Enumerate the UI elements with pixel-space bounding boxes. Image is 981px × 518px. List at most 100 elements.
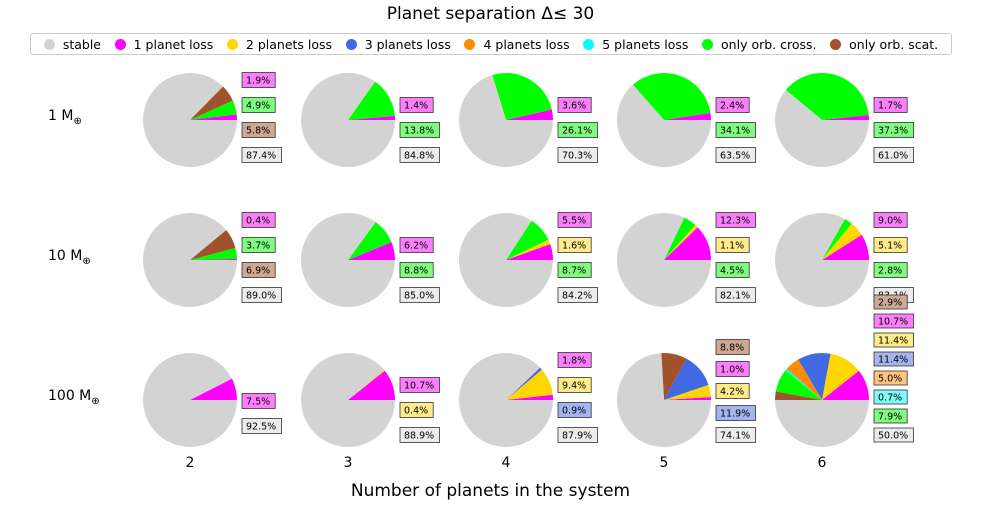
pie-slice-p1 <box>506 244 553 260</box>
value-label-box-stable <box>241 287 282 303</box>
value-label-p1: 1.0% <box>720 365 744 376</box>
pie-slice-stable <box>775 400 869 447</box>
value-label-p2: 0.4% <box>404 406 428 417</box>
value-label-box-cross <box>399 122 440 138</box>
value-label-box-scat <box>715 339 750 355</box>
pie-slice-stable <box>142 352 237 447</box>
legend-label-p4: 4 planets loss <box>483 36 570 52</box>
value-label-box-p1 <box>557 352 592 368</box>
legend-label-p5: 5 planets loss <box>602 36 689 52</box>
pie-slice-cross <box>348 81 395 120</box>
pie-slice-cross <box>492 72 552 120</box>
pie-slice-scat <box>190 230 236 260</box>
pie-0-4: 1.7% 37.3% 61.0% <box>775 73 914 168</box>
value-label-box-cross <box>873 408 908 424</box>
value-label-box-p2 <box>399 402 434 418</box>
legend-item-p1: 1 planet loss <box>114 37 213 52</box>
value-label-box-stable <box>715 287 756 303</box>
value-label-p1: 7.5% <box>246 397 270 408</box>
column-label-4: 4 <box>501 455 511 471</box>
pie-slice-p1 <box>822 114 869 120</box>
value-label-cross: 8.7% <box>562 266 586 277</box>
legend-item-p2: 2 planets loss <box>226 36 333 52</box>
pie-slice-stable <box>617 212 711 307</box>
pie-0-3: 2.4% 34.1% 63.5% <box>616 72 756 167</box>
legend-item-p4: 4 planets loss <box>464 36 570 52</box>
value-label-stable: 92.5% <box>246 422 276 433</box>
column-label-2: 2 <box>185 455 195 471</box>
value-label-box-stable <box>241 147 282 163</box>
pie-slice-p3 <box>506 367 542 400</box>
pie-slice-stable <box>142 213 237 308</box>
value-label-stable: 89.0% <box>246 291 276 302</box>
pie-slice-p2 <box>822 353 859 400</box>
value-label-box-p2 <box>873 332 914 348</box>
row-label-100: 100 M⊕ <box>48 388 100 407</box>
value-label-box-p1 <box>241 72 276 88</box>
legend-item-stable: stable <box>43 37 101 52</box>
value-label-box-cross <box>241 237 276 253</box>
pie-slice-p2 <box>822 223 862 260</box>
pie-slice-p4 <box>786 359 822 400</box>
pie-slice-stable <box>300 213 395 308</box>
value-label-box-p1 <box>873 97 908 113</box>
value-label-stable: 84.2% <box>562 291 592 302</box>
value-label-box-p1 <box>873 313 914 329</box>
value-label-box-p1 <box>873 212 908 228</box>
legend-label-p2: 2 planets loss <box>245 36 333 52</box>
value-label-stable: 87.4% <box>246 151 276 162</box>
pie-slice-p1 <box>822 234 869 260</box>
value-label-cross: 2.8% <box>878 266 902 277</box>
legend-marker-stable <box>43 38 55 50</box>
pie-2-1: 10.7% 0.4% 88.9% <box>300 352 440 447</box>
value-label-box-p1 <box>241 212 276 228</box>
pie-slice-cross <box>785 73 869 120</box>
value-label-box-p2 <box>873 237 908 253</box>
value-label-scat: 2.9% <box>878 298 902 309</box>
value-label-cross: 26.1% <box>562 126 592 137</box>
value-label-box-p2 <box>557 377 592 393</box>
value-label-box-p2 <box>715 237 750 253</box>
value-label-stable: 82.1% <box>720 291 750 302</box>
value-label-p1: 10.7% <box>878 317 908 328</box>
legend-label-scat: only orb. scat. <box>849 36 939 52</box>
pie-slice-p1 <box>506 394 553 400</box>
pie-1-1: 6.2% 8.8% 85.0% <box>300 213 440 308</box>
pie-slice-cross <box>822 218 852 260</box>
value-label-stable: 87.9% <box>562 431 592 442</box>
value-label-p1: 10.7% <box>404 381 434 392</box>
pie-slice-p1 <box>822 370 869 400</box>
pie-1-4: 9.0%5.1%2.8%83.1% <box>775 212 914 308</box>
value-label-box-scat <box>241 262 276 278</box>
pie-slice-p1 <box>190 378 237 400</box>
value-label-box-cross <box>873 122 914 138</box>
value-label-p1: 1.7% <box>878 101 902 112</box>
value-label-p1: 2.4% <box>720 101 744 112</box>
value-label-box-stable <box>399 147 440 163</box>
pie-1-0: 0.4% 3.7% 6.9% 89.0% <box>142 212 282 308</box>
pie-slice-stable <box>616 353 711 448</box>
pie-slice-p1 <box>506 109 553 120</box>
value-label-box-stable <box>557 287 598 303</box>
value-label-box-p5 <box>873 389 908 405</box>
pie-slice-cross <box>348 221 392 260</box>
pie-slice-cross <box>190 100 237 120</box>
pie-0-0: 1.9% 4.9% 5.8% 87.4% <box>142 72 282 168</box>
legend-label-cross: only orb. cross. <box>721 36 817 52</box>
value-label-cross: 7.9% <box>878 412 902 423</box>
chart-title: Planet separation Δ≤ 30 <box>386 4 595 24</box>
value-label-box-cross <box>557 262 592 278</box>
pie-slice-stable <box>616 84 711 167</box>
pie-slice-cross <box>506 220 549 260</box>
pie-slice-p5 <box>785 368 822 400</box>
pie-slice-stable <box>458 75 553 167</box>
row-label-10-sub: ⊕ <box>82 255 91 267</box>
value-label-box-p3 <box>715 405 756 421</box>
value-label-p2: 1.1% <box>720 241 744 252</box>
pie-slice-cross <box>775 370 822 400</box>
value-label-p3: 11.9% <box>720 409 750 420</box>
pie-2-0: 7.5% 92.5% <box>142 352 282 447</box>
value-label-box-p4 <box>873 370 908 386</box>
pie-slice-cross <box>190 248 237 260</box>
value-label-p3: 11.4% <box>878 355 908 366</box>
